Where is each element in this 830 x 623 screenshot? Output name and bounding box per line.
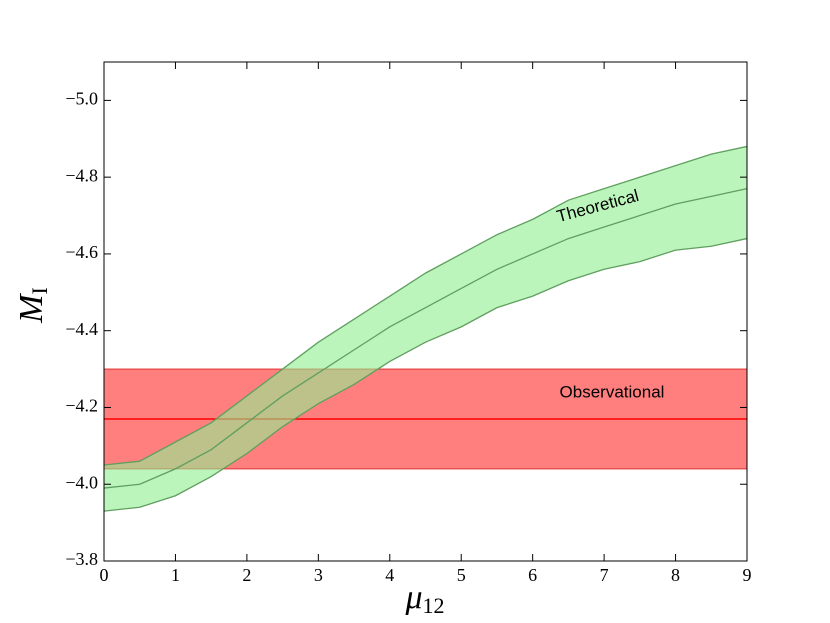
- x-tick-label: 7: [600, 565, 609, 585]
- x-label-base: μ: [404, 579, 422, 616]
- plot-frame: [103, 61, 748, 562]
- center-line: [103, 188, 748, 489]
- x-tick-label: 0: [100, 565, 109, 585]
- x-tick-label: 6: [528, 565, 537, 585]
- y-tick-label: −4.0: [65, 472, 98, 492]
- band-edge: [103, 237, 748, 512]
- y-axis-label: MI: [13, 287, 52, 324]
- plot-area: [103, 145, 748, 512]
- y-tick-label: −5.0: [65, 89, 98, 109]
- x-tick-label: 2: [242, 565, 251, 585]
- annotation: Observational: [560, 382, 665, 401]
- x-tick-label: 1: [171, 565, 180, 585]
- x-tick-label: 9: [743, 565, 752, 585]
- y-tick-label: −4.4: [65, 319, 98, 339]
- x-axis-label: μ12: [404, 579, 444, 618]
- x-tick-label: 3: [314, 565, 323, 585]
- y-tick-label: −3.8: [65, 549, 98, 569]
- y-label-sub: I: [27, 287, 52, 294]
- x-tick-label: 8: [671, 565, 680, 585]
- x-label-sub: 12: [423, 593, 445, 618]
- y-tick-label: −4.6: [65, 242, 98, 262]
- y-tick-label: −4.2: [65, 396, 98, 416]
- y-label-base: M: [13, 293, 50, 324]
- band-edge: [103, 145, 748, 466]
- x-tick-label: 4: [385, 565, 394, 585]
- x-tick-label: 5: [457, 565, 466, 585]
- y-tick-label: −4.8: [65, 165, 98, 185]
- band-fill: [104, 146, 747, 512]
